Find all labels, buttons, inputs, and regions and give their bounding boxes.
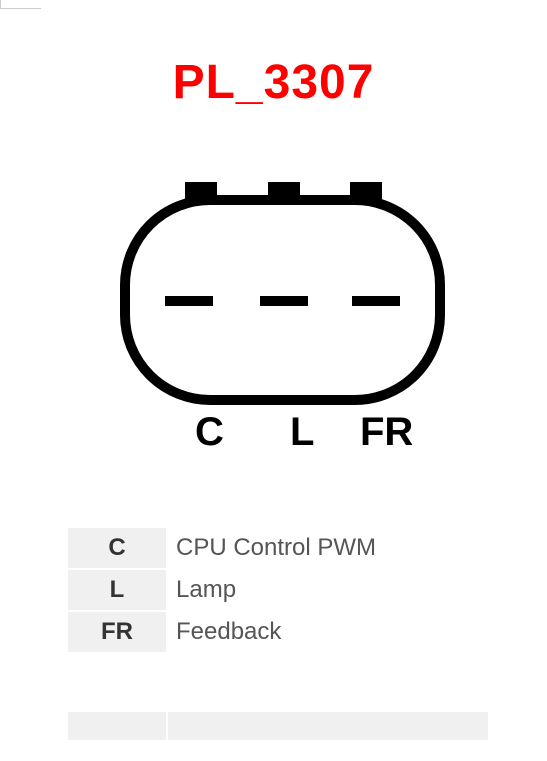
legend-key: L xyxy=(68,569,166,611)
legend-value: Feedback xyxy=(166,611,488,653)
pin-label: C xyxy=(195,410,224,455)
legend-row: CCPU Control PWM xyxy=(68,528,488,569)
footer-value-cell xyxy=(168,712,488,740)
legend-table: CCPU Control PWMLLampFRFeedback xyxy=(68,528,488,654)
footer-empty-row xyxy=(68,712,488,740)
pin-label: FR xyxy=(360,410,413,455)
footer-key-cell xyxy=(68,712,166,740)
connector-diagram xyxy=(0,0,547,500)
legend-row: LLamp xyxy=(68,569,488,611)
legend-key: FR xyxy=(68,611,166,653)
legend-row: FRFeedback xyxy=(68,611,488,653)
legend-key: C xyxy=(68,528,166,569)
legend-value: CPU Control PWM xyxy=(166,528,488,569)
legend-value: Lamp xyxy=(166,569,488,611)
pin-label: L xyxy=(290,410,314,455)
page: PL_3307 CCPU Control PWMLLampFRFeedback … xyxy=(0,0,547,761)
